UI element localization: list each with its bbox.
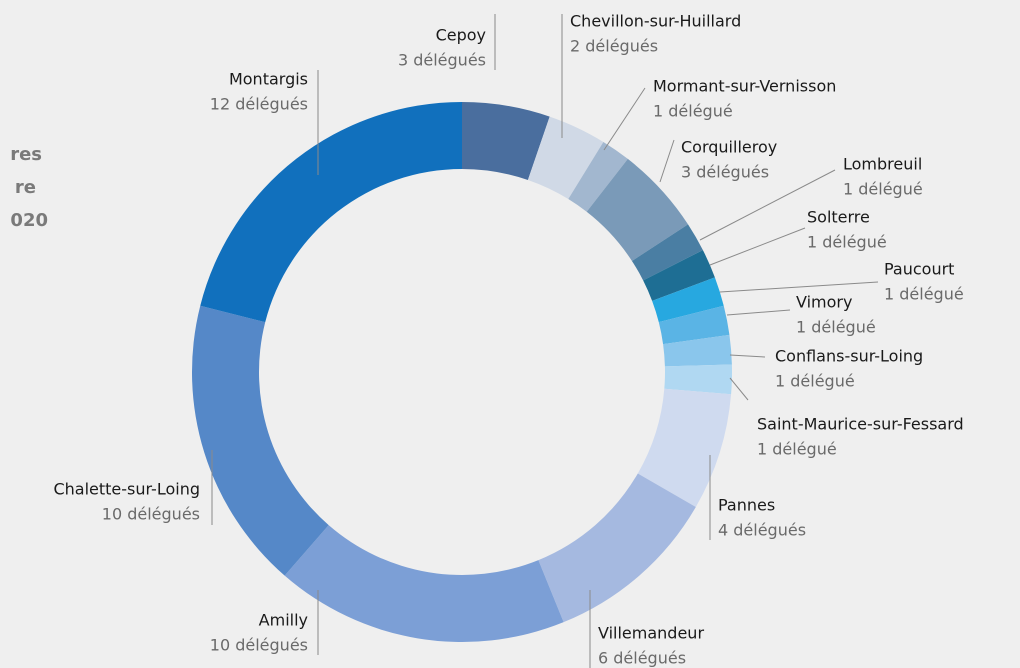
- donut-segment: [663, 334, 732, 367]
- donut-segment: [538, 473, 696, 623]
- segment-label: Amilly: [259, 611, 308, 630]
- segment-value-label: 3 délégués: [681, 163, 769, 182]
- segment-value-label: 10 délégués: [210, 636, 308, 655]
- leader-line: [659, 139, 675, 183]
- segment-value-label: 6 délégués: [598, 649, 686, 668]
- segment-label: Mormant-sur-Vernisson: [653, 77, 836, 96]
- donut-segment: [527, 116, 604, 200]
- segment-label: Pannes: [718, 496, 775, 515]
- donut-segment: [586, 158, 689, 261]
- segment-label: Solterre: [807, 208, 870, 227]
- donut-segment: [462, 102, 550, 180]
- segment-value-label: 1 délégué: [757, 440, 837, 459]
- segment-label: Conflans-sur-Loing: [775, 347, 923, 366]
- segment-value-label: 10 délégués: [102, 505, 200, 524]
- donut-segment: [658, 305, 730, 345]
- segment-value-label: 1 délégué: [653, 102, 733, 121]
- segment-label: Lombreuil: [843, 155, 922, 174]
- title-fragment: 020: [10, 210, 48, 231]
- donut-segment: [664, 364, 732, 395]
- title-fragment: re: [15, 177, 36, 198]
- segment-label: Corquilleroy: [681, 138, 777, 157]
- leader-line: [729, 354, 766, 358]
- segment-value-label: 1 délégué: [807, 233, 887, 252]
- segment-value-label: 3 délégués: [398, 51, 486, 70]
- leader-line: [709, 227, 806, 266]
- title-fragment: res: [10, 144, 42, 165]
- donut-segment: [637, 388, 732, 507]
- segment-value-label: 1 délégué: [843, 180, 923, 199]
- segment-value-label: 1 délégué: [884, 285, 964, 304]
- segment-label: Vimory: [796, 293, 852, 312]
- segment-label: Saint-Maurice-sur-Fessard: [757, 415, 964, 434]
- donut-segment: [643, 250, 715, 301]
- leader-line: [719, 281, 879, 293]
- donut-segment: [631, 224, 703, 281]
- segment-value-label: 1 délégué: [775, 372, 855, 391]
- segment-value-label: 12 délégués: [210, 95, 308, 114]
- leader-line: [729, 377, 749, 401]
- segment-label: Chalette-sur-Loing: [53, 480, 200, 499]
- donut-segment: [200, 102, 462, 323]
- leader-line: [603, 87, 646, 151]
- segment-label: Paucourt: [884, 260, 954, 279]
- donut-segment: [568, 141, 628, 212]
- segment-label: Montargis: [229, 70, 308, 89]
- segment-label: Cepoy: [436, 26, 486, 45]
- leader-line: [726, 309, 791, 316]
- segment-value-label: 4 délégués: [718, 521, 806, 540]
- donut-segment: [284, 525, 564, 642]
- segment-label: Chevillon-sur-Huillard: [570, 12, 741, 31]
- donut-segment: [652, 277, 724, 323]
- leader-line: [699, 169, 836, 241]
- donut-segment: [191, 305, 329, 576]
- segment-value-label: 1 délégué: [796, 318, 876, 337]
- segment-value-label: 2 délégués: [570, 37, 658, 56]
- segment-label: Villemandeur: [598, 624, 704, 643]
